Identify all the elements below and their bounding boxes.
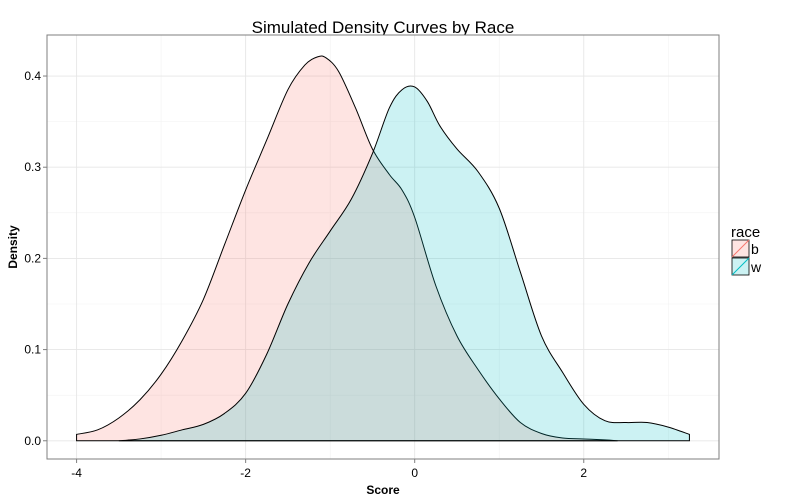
x-axis-title: Score: [366, 483, 400, 497]
legend: race bw: [731, 224, 762, 276]
density-area-b: [76, 55, 618, 442]
x-tick-label: 2: [580, 466, 587, 480]
plot-border: [46, 34, 720, 460]
y-tick-label: 0.3: [24, 160, 41, 174]
x-tick-label: 0: [411, 466, 418, 480]
grid: [47, 35, 719, 459]
legend-key-slash: [731, 257, 750, 276]
legend-label-w: w: [750, 259, 762, 275]
density-area-w: [118, 85, 690, 442]
y-axis-title: Density: [6, 225, 20, 269]
x-tick-label: -4: [71, 466, 82, 480]
y-tick-label: 0.1: [24, 343, 41, 357]
x-tick-label: -2: [240, 466, 251, 480]
legend-title: race: [731, 224, 760, 241]
chart-title: Simulated Density Curves by Race: [252, 18, 515, 37]
y-tick-label: 0.2: [24, 251, 41, 265]
y-tick-label: 0.4: [24, 69, 41, 83]
legend-key-slash: [731, 239, 750, 258]
density-areas: [76, 55, 690, 442]
axis-ticks: -4 -2 0 2 0.0 0.1 0.2 0.3 0.4: [24, 69, 587, 480]
legend-label-b: b: [751, 241, 759, 257]
y-tick-label: 0.0: [24, 434, 41, 448]
plot-background: [47, 35, 719, 459]
